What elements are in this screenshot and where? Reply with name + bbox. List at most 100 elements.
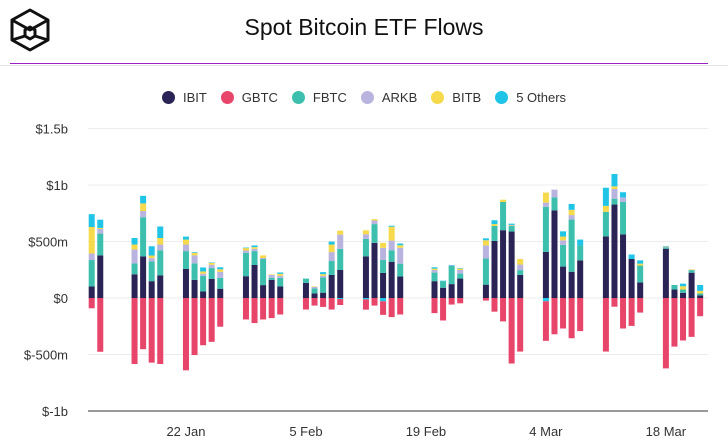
- bar-bitb: [517, 259, 524, 265]
- bar-ibit: [491, 240, 498, 298]
- bar-bitb: [500, 199, 507, 202]
- bar-5-others: [508, 223, 515, 225]
- bar-gbtc: [131, 298, 138, 364]
- bar-ibit: [482, 284, 489, 298]
- bar-arkb: [131, 249, 138, 264]
- bar-5-others: [251, 245, 258, 248]
- legend-swatch: [291, 91, 305, 104]
- x-tick-label: 22 Jan: [166, 424, 205, 439]
- bar-fbtc: [362, 238, 369, 257]
- bar-fbtc: [251, 251, 258, 266]
- bar-bitb: [371, 219, 378, 221]
- bar-ibit: [208, 278, 215, 298]
- bar-ibit: [200, 291, 207, 298]
- bar-fbtc: [457, 273, 464, 279]
- bar-ibit: [697, 295, 704, 298]
- bar-ibit: [577, 260, 584, 298]
- legend-item-5-others[interactable]: 5 Others: [495, 90, 566, 105]
- legend-item-bitb[interactable]: BITB: [431, 90, 481, 105]
- bar-fbtc: [388, 250, 395, 262]
- bar-fbtc: [440, 281, 447, 288]
- bar-gbtc: [560, 298, 567, 329]
- bar-gbtc: [328, 298, 335, 310]
- bar-fbtc: [697, 293, 704, 296]
- bar-arkb: [397, 247, 404, 264]
- bar-5-others: [88, 214, 95, 228]
- bar-5-others: [448, 265, 455, 266]
- bar-fbtc: [448, 265, 455, 285]
- bar-bitb: [182, 239, 189, 245]
- legend-item-arkb[interactable]: ARKB: [360, 90, 417, 105]
- bar-ibit: [560, 266, 567, 298]
- bar-fbtc: [431, 272, 438, 282]
- bar-ibit: [251, 265, 258, 298]
- page-title: Spot Bitcoin ETF Flows: [244, 14, 484, 40]
- bar-ibit: [508, 231, 515, 298]
- bar-ibit: [371, 242, 378, 298]
- bar-fbtc: [200, 275, 207, 292]
- bar-bitb: [337, 230, 344, 235]
- bar-gbtc: [337, 299, 344, 306]
- bar-5-others: [457, 268, 464, 269]
- bar-fbtc: [508, 226, 515, 232]
- legend-item-ibit[interactable]: IBIT: [161, 90, 207, 105]
- legend-label: GBTC: [241, 90, 278, 105]
- bar-fbtc: [602, 211, 609, 237]
- y-tick-label: $500m: [28, 235, 68, 250]
- bar-bitb: [208, 262, 215, 265]
- bar-fbtc: [551, 197, 558, 211]
- bar-gbtc: [457, 298, 464, 304]
- bar-gbtc: [302, 298, 309, 310]
- bar-ibit: [157, 275, 164, 298]
- bar-5-others: [328, 241, 335, 245]
- bar-5-others: [697, 285, 704, 291]
- bar-gbtc: [200, 298, 207, 346]
- y-tick-label: $1b: [46, 178, 68, 193]
- legend-swatch: [161, 91, 175, 104]
- legend-item-fbtc[interactable]: FBTC: [291, 90, 347, 105]
- bar-gbtc: [662, 298, 669, 369]
- bar-fbtc: [182, 251, 189, 269]
- bar-fbtc: [397, 263, 404, 277]
- bar-bitb: [328, 244, 335, 253]
- legend-label: BITB: [452, 90, 482, 105]
- bar-ibit: [602, 236, 609, 298]
- bar-ibit: [328, 274, 335, 298]
- bar-ibit: [551, 210, 558, 298]
- bar-arkb: [380, 247, 387, 261]
- bar-gbtc: [97, 298, 104, 352]
- bar-gbtc: [251, 298, 258, 324]
- bar-fbtc: [88, 260, 95, 287]
- bar-fbtc: [277, 277, 284, 287]
- bar-gbtc: [448, 298, 455, 305]
- bar-ibit: [260, 285, 267, 298]
- bar-ibit: [97, 255, 104, 298]
- bar-ibit: [448, 284, 455, 298]
- bar-fbtc: [517, 270, 524, 275]
- bar-bitb: [362, 230, 369, 235]
- bar-gbtc: [242, 298, 249, 320]
- bar-arkb: [560, 240, 567, 245]
- x-tick-label: 18 Mar: [646, 424, 687, 439]
- bar-5-others: [620, 192, 627, 198]
- bar-gbtc: [482, 298, 489, 301]
- bar-ibit: [671, 289, 678, 298]
- bar-bitb: [268, 274, 275, 275]
- bar-fbtc: [491, 226, 498, 241]
- bar-gbtc: [320, 298, 327, 307]
- bar-bitb: [680, 286, 687, 290]
- bar-fbtc: [662, 247, 669, 249]
- bar-bitb: [97, 227, 104, 229]
- bar-fbtc: [328, 261, 335, 275]
- bar-ibit: [217, 288, 224, 298]
- bar-gbtc: [697, 298, 704, 317]
- bar-arkb: [568, 215, 575, 220]
- bar-5-others: [637, 260, 644, 264]
- bar-5-others: [362, 298, 369, 300]
- bar-bitb: [508, 224, 515, 226]
- bar-5-others: [577, 239, 584, 246]
- bar-ibit: [457, 278, 464, 298]
- x-tick-label: 4 Mar: [529, 424, 563, 439]
- legend-item-gbtc[interactable]: GBTC: [220, 90, 278, 105]
- bar-arkb: [517, 264, 524, 271]
